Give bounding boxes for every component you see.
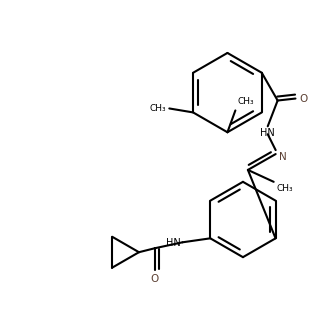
- Text: N: N: [279, 152, 286, 162]
- Text: O: O: [151, 274, 159, 284]
- Text: CH₃: CH₃: [237, 98, 254, 107]
- Text: HN: HN: [260, 128, 275, 138]
- Text: CH₃: CH₃: [277, 184, 293, 193]
- Text: O: O: [300, 94, 308, 104]
- Text: HN: HN: [166, 238, 181, 248]
- Text: CH₃: CH₃: [150, 104, 166, 113]
